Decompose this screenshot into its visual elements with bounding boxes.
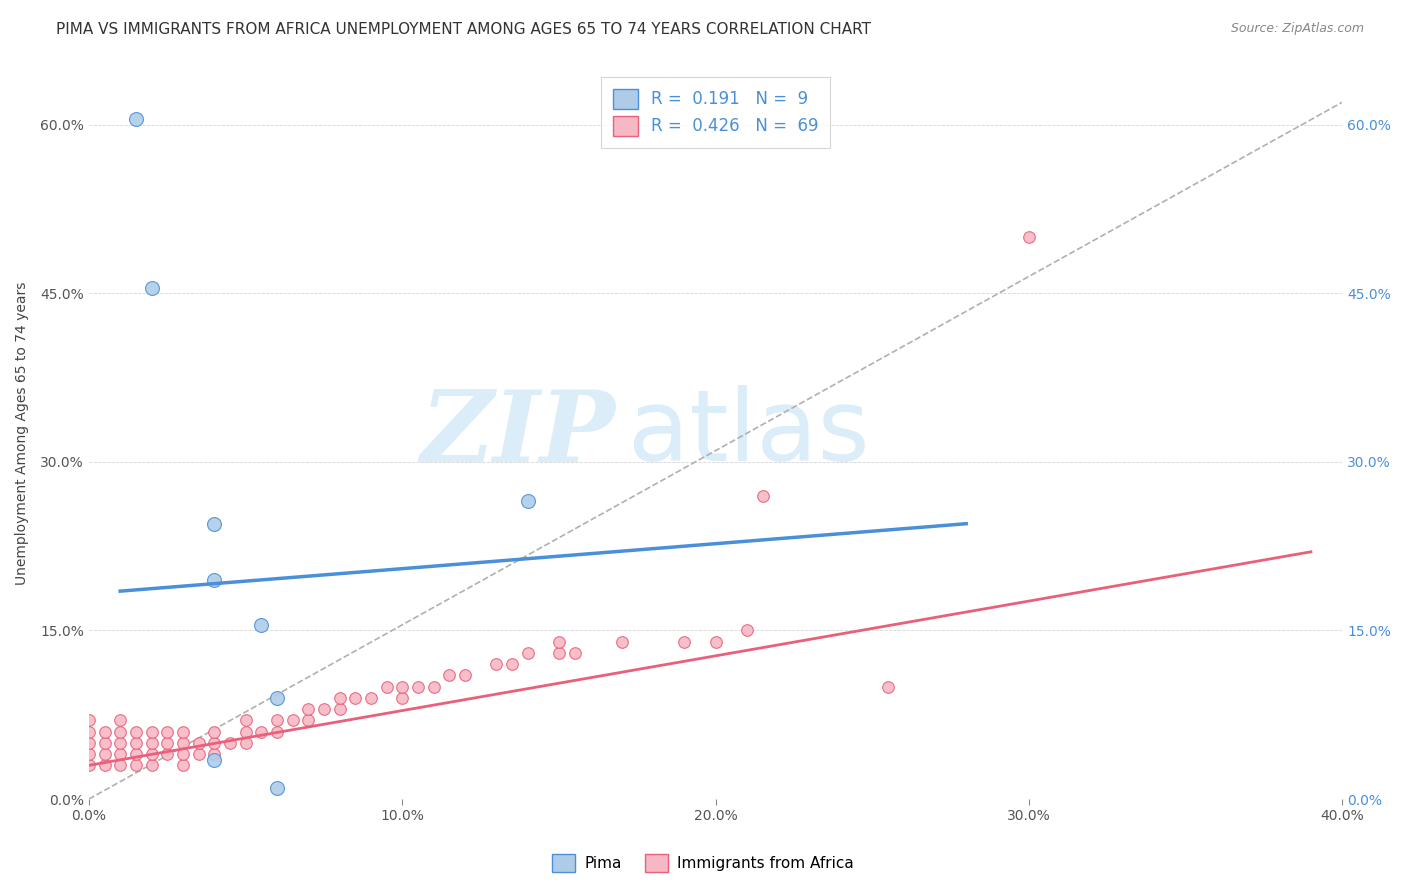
Point: [77, 736, 100, 750]
Point: [77, 724, 100, 739]
Point: [516, 494, 538, 508]
Point: [673, 634, 696, 648]
Point: [266, 714, 288, 728]
Point: [172, 724, 194, 739]
Point: [108, 724, 131, 739]
Point: [77, 758, 100, 772]
Point: [202, 573, 225, 587]
Point: [297, 702, 319, 716]
Point: [391, 680, 413, 694]
Point: [391, 690, 413, 705]
Text: atlas: atlas: [628, 385, 869, 483]
Point: [93, 747, 115, 761]
Point: [375, 680, 398, 694]
Point: [235, 724, 257, 739]
Point: [266, 780, 288, 795]
Point: [704, 634, 727, 648]
Legend: Pima, Immigrants from Africa: Pima, Immigrants from Africa: [544, 846, 862, 880]
Point: [328, 702, 350, 716]
Text: Source: ZipAtlas.com: Source: ZipAtlas.com: [1230, 22, 1364, 36]
Point: [1018, 230, 1040, 244]
Point: [266, 690, 288, 705]
Text: PIMA VS IMMIGRANTS FROM AFRICA UNEMPLOYMENT AMONG AGES 65 TO 74 YEARS CORRELATIO: PIMA VS IMMIGRANTS FROM AFRICA UNEMPLOYM…: [56, 22, 872, 37]
Point: [610, 634, 633, 648]
Point: [156, 736, 179, 750]
Point: [422, 680, 444, 694]
Point: [125, 758, 148, 772]
Point: [297, 714, 319, 728]
Point: [437, 668, 460, 682]
Point: [141, 758, 163, 772]
Point: [156, 724, 179, 739]
Point: [172, 747, 194, 761]
Point: [202, 736, 225, 750]
Point: [93, 724, 115, 739]
Point: [108, 736, 131, 750]
Point: [202, 516, 225, 531]
Point: [877, 680, 900, 694]
Point: [250, 724, 273, 739]
Point: [547, 646, 569, 660]
Point: [751, 489, 773, 503]
Point: [93, 736, 115, 750]
Point: [141, 281, 163, 295]
Y-axis label: Unemployment Among Ages 65 to 74 years: Unemployment Among Ages 65 to 74 years: [15, 282, 30, 585]
Point: [202, 753, 225, 767]
Point: [235, 736, 257, 750]
Point: [202, 724, 225, 739]
Point: [485, 657, 508, 672]
Point: [218, 736, 240, 750]
Point: [516, 646, 538, 660]
Point: [360, 690, 382, 705]
Point: [406, 680, 429, 694]
Point: [156, 747, 179, 761]
Text: ZIP: ZIP: [420, 385, 616, 482]
Point: [141, 736, 163, 750]
Point: [454, 668, 477, 682]
Point: [735, 624, 758, 638]
Point: [187, 736, 209, 750]
Point: [125, 747, 148, 761]
Point: [172, 758, 194, 772]
Point: [266, 724, 288, 739]
Point: [141, 747, 163, 761]
Point: [281, 714, 304, 728]
Point: [108, 714, 131, 728]
Point: [547, 634, 569, 648]
Point: [235, 714, 257, 728]
Point: [501, 657, 523, 672]
Point: [125, 724, 148, 739]
Point: [141, 724, 163, 739]
Point: [93, 758, 115, 772]
Point: [250, 618, 273, 632]
Point: [187, 747, 209, 761]
Point: [125, 736, 148, 750]
Point: [312, 702, 335, 716]
Point: [77, 714, 100, 728]
Point: [108, 747, 131, 761]
Point: [564, 646, 586, 660]
Point: [108, 758, 131, 772]
Point: [328, 690, 350, 705]
Point: [77, 747, 100, 761]
Legend: R =  0.191   N =  9, R =  0.426   N =  69: R = 0.191 N = 9, R = 0.426 N = 69: [600, 77, 830, 147]
Point: [202, 747, 225, 761]
Point: [344, 690, 367, 705]
Point: [125, 112, 148, 127]
Point: [172, 736, 194, 750]
